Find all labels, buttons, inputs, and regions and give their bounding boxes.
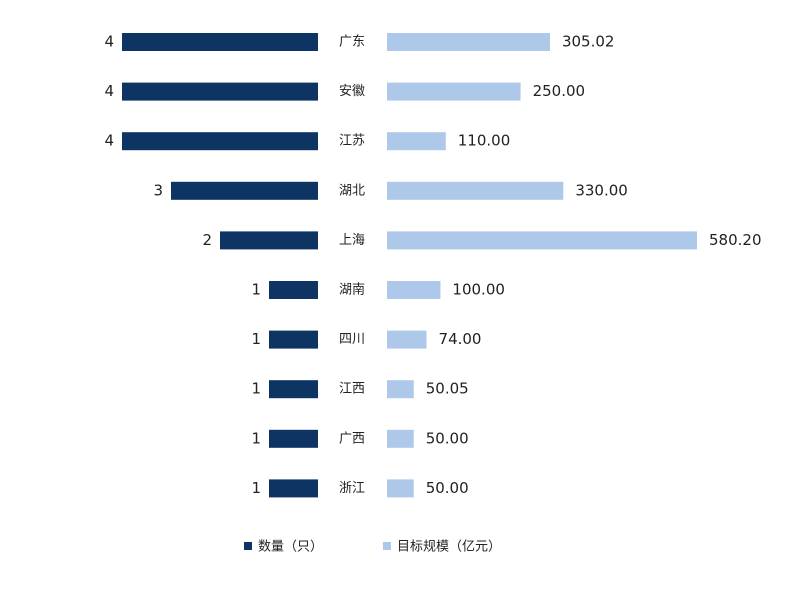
- value-label: 1: [251, 380, 261, 398]
- legend-label: 目标规模（亿元）: [397, 540, 501, 555]
- value-label: 110.00: [458, 132, 511, 150]
- value-label: 580.20: [709, 231, 762, 249]
- value-label: 4: [104, 132, 114, 150]
- value-label: 330.00: [575, 181, 628, 199]
- bar: [387, 181, 564, 200]
- category-label: 安徽: [339, 84, 365, 99]
- legend-swatch: [383, 542, 391, 550]
- bar: [220, 231, 318, 250]
- bar: [387, 33, 550, 51]
- bar: [122, 132, 318, 151]
- legend-swatch: [244, 542, 252, 550]
- value-label: 3: [153, 181, 163, 199]
- bar: [387, 281, 441, 299]
- value-label: 50.00: [426, 429, 469, 447]
- bar: [269, 281, 318, 299]
- category-label: 湖南: [339, 282, 365, 298]
- value-label: 50.05: [426, 380, 469, 398]
- value-label: 1: [251, 429, 261, 447]
- value-label: 1: [251, 281, 261, 299]
- category-label: 江苏: [339, 133, 365, 149]
- value-label: 1: [251, 330, 261, 348]
- value-label: 100.00: [452, 281, 505, 299]
- value-label: 2: [202, 231, 212, 249]
- category-label: 浙江: [339, 481, 365, 496]
- value-label: 305.02: [562, 33, 615, 51]
- bar: [387, 231, 697, 250]
- category-label: 上海: [339, 233, 365, 248]
- bar: [122, 33, 318, 51]
- value-label: 74.00: [439, 330, 482, 348]
- value-label: 4: [104, 82, 114, 100]
- value-label: 50.00: [426, 479, 469, 497]
- bar: [387, 380, 414, 399]
- bar: [269, 479, 318, 498]
- category-label: 湖北: [339, 183, 365, 198]
- bar: [269, 429, 318, 448]
- category-label: 广东: [339, 35, 365, 50]
- bar: [387, 429, 414, 448]
- bar: [171, 181, 318, 200]
- bar: [269, 330, 318, 349]
- bar: [122, 82, 318, 101]
- bar: [387, 82, 521, 101]
- bar: [387, 330, 427, 349]
- bar: [387, 479, 414, 498]
- legend-label: 数量（只）: [258, 540, 323, 555]
- category-label: 广西: [339, 431, 365, 446]
- value-label: 4: [104, 33, 114, 51]
- value-label: 1: [251, 479, 261, 497]
- value-label: 250.00: [533, 82, 586, 100]
- bar: [269, 380, 318, 399]
- category-label: 四川: [339, 332, 365, 347]
- bar: [387, 132, 446, 151]
- category-label: 江西: [339, 382, 365, 397]
